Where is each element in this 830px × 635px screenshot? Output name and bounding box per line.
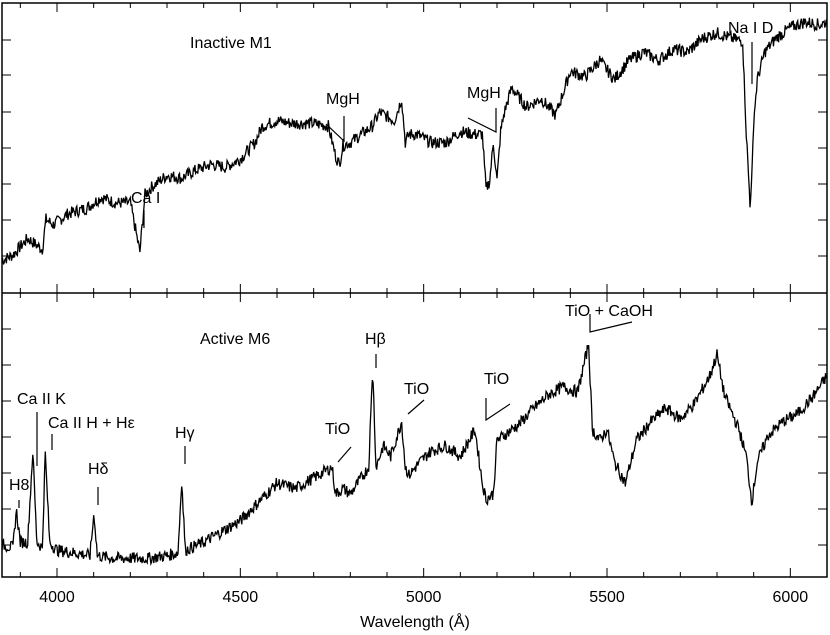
plot-frame — [1, 2, 828, 578]
annot-mgh-2-marker — [467, 108, 497, 133]
annot-tio-3-marker — [485, 398, 511, 422]
annot-mgh-1-marker — [325, 116, 345, 143]
x-tick-label: 5500 — [589, 589, 625, 606]
x-tick-labels: 4000 4500 5000 5500 6000 — [39, 589, 808, 606]
annot-na-i-d: Na I D — [728, 20, 773, 37]
annot-tio-caoh-marker — [589, 314, 633, 333]
x-tick-label: 6000 — [773, 589, 809, 606]
annot-ca-i: Ca I — [131, 190, 160, 207]
x-axis-label: Wavelength (Å) — [360, 612, 470, 631]
annot-h-gamma: Hγ — [175, 425, 195, 442]
panel-title-inactive: Inactive M1 — [190, 35, 272, 52]
annot-mgh-1: MgH — [326, 91, 360, 108]
annot-h8: H8 — [9, 477, 30, 494]
series-line-active-m6 — [1, 344, 828, 567]
annot-tio-2: TiO — [404, 381, 429, 398]
series-line-inactive-m1 — [1, 17, 828, 265]
annot-h-delta: Hδ — [88, 461, 109, 478]
panel-title-active: Active M6 — [200, 331, 270, 348]
x-tick-label: 4500 — [223, 589, 259, 606]
annot-tio-caoh: TiO + CaOH — [565, 303, 653, 320]
annot-tio-2-marker — [407, 399, 425, 415]
annot-h-beta: Hβ — [365, 331, 386, 348]
annot-tio-3: TiO — [484, 371, 509, 388]
x-tick-label: 4000 — [39, 589, 75, 606]
annot-tio-1: TiO — [325, 421, 350, 438]
annot-mgh-2: MgH — [467, 85, 501, 102]
annot-tio-1-marker — [337, 446, 352, 463]
x-tick-label: 5000 — [406, 589, 442, 606]
annot-ca-ii-k: Ca II K — [17, 391, 66, 408]
annot-ca-ii-h: Ca II H + Hε — [48, 415, 135, 432]
axis-ticks — [2, 3, 828, 577]
